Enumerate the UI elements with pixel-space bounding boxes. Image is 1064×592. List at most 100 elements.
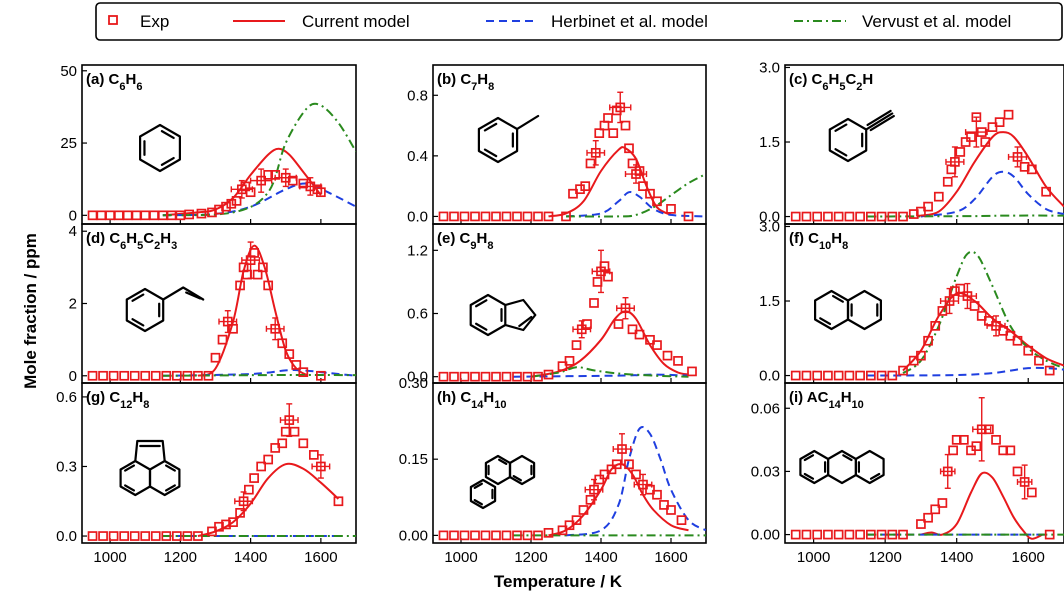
exp-point: [833, 211, 844, 222]
exp-point: [1005, 330, 1016, 341]
exp-errorbars: [584, 433, 653, 501]
x-tick-label: 1600: [1012, 549, 1045, 566]
exp-point: [316, 370, 326, 381]
y-tick-label: 0.0: [56, 528, 77, 545]
series-line-current: [197, 462, 340, 537]
exp-point: [129, 531, 140, 541]
exp-point: [950, 157, 960, 167]
exp-point: [256, 175, 267, 186]
exp-point: [1041, 186, 1051, 197]
legend-current-model: Current model: [233, 12, 410, 31]
double-bond: [131, 318, 145, 327]
benzene-ring: [139, 123, 181, 173]
exp-point: [801, 211, 812, 222]
double-bond: [803, 454, 815, 462]
exp-point: [652, 489, 662, 500]
y-tick-label: 4: [69, 223, 77, 240]
exp-point: [228, 323, 238, 334]
legend: Exp Current model Herbinet et al. model …: [95, 2, 1063, 41]
phenanthrene-ring-3: [508, 454, 536, 486]
exp-point: [930, 321, 941, 331]
exp-point: [533, 371, 543, 382]
exp-point: [960, 137, 971, 147]
exp-point: [898, 211, 908, 222]
exp-point: [923, 512, 933, 523]
exp-point: [1044, 365, 1055, 376]
exp-point: [876, 529, 887, 540]
exp-point: [533, 530, 543, 541]
exp-point: [876, 211, 887, 222]
exp-point: [950, 286, 960, 296]
double-bond: [160, 130, 175, 140]
exp-point: [801, 370, 812, 381]
double-bond: [834, 123, 848, 132]
double-bond: [473, 499, 483, 506]
legend-exp-label: Exp: [140, 12, 169, 31]
exp-point: [887, 370, 898, 381]
exp-point: [491, 211, 501, 222]
exp-point: [242, 269, 252, 280]
exp-point: [1012, 466, 1023, 477]
exp-point: [666, 505, 676, 515]
exp-point: [149, 210, 159, 221]
exp-point: [501, 530, 512, 541]
exp-point: [87, 210, 98, 221]
exp-point: [277, 338, 288, 349]
exp-point: [634, 329, 645, 340]
exp-point: [182, 531, 193, 541]
panel-label: (d) C6H5C2H3: [86, 230, 177, 252]
y-tick-label: 0: [69, 368, 77, 385]
exp-points: [87, 415, 344, 541]
panel-b: 0.0 0.4 0.8 (b) C7H8: [407, 64, 707, 225]
exp-point: [620, 303, 631, 314]
y-tick-label: 1.5: [759, 134, 780, 151]
exp-point: [617, 444, 627, 454]
exp-point: [291, 360, 302, 370]
double-bond: [834, 148, 848, 157]
exp-point: [270, 170, 281, 180]
exp-point: [942, 176, 953, 187]
exp-point: [916, 206, 926, 217]
exp-point: [244, 484, 254, 495]
exp-point: [161, 370, 172, 381]
y-tick-label: 25: [60, 135, 77, 152]
double-bond: [124, 464, 135, 472]
exp-point: [480, 371, 491, 382]
cyclopentene-ring: [504, 298, 537, 332]
series-line-current: [197, 244, 308, 377]
exp-point: [298, 438, 309, 449]
exp-point: [855, 529, 865, 540]
double-bond: [483, 122, 498, 132]
y-tick-label: 50: [60, 63, 77, 80]
x-tick-label: 1000: [444, 549, 477, 566]
exp-points: [87, 170, 326, 221]
y-tick-label: 0.0: [759, 368, 780, 385]
exp-point: [790, 211, 801, 222]
y-tick-label: 2: [69, 296, 77, 313]
panel-frame: [784, 382, 1064, 544]
series-line-herbinet: [162, 368, 356, 377]
double-bond: [831, 294, 844, 303]
exp-point: [916, 519, 926, 529]
double-bond: [475, 322, 488, 331]
exp-point: [543, 527, 554, 538]
exp-point: [916, 350, 926, 361]
exp-point: [333, 496, 344, 507]
double-bond: [160, 156, 175, 166]
exp-point: [298, 367, 309, 378]
legend-exp: Exp: [108, 12, 169, 31]
y-tick-label: 0.3: [56, 458, 77, 475]
exp-point: [226, 198, 237, 209]
exp-point: [87, 531, 98, 541]
exp-point: [855, 370, 865, 381]
y-tick-label: 0.0: [407, 208, 428, 225]
double-bond: [473, 482, 483, 489]
panel-label: (b) C7H8: [437, 71, 494, 93]
exp-point: [214, 521, 224, 532]
exp-point: [491, 530, 501, 541]
exp-point: [611, 459, 622, 470]
panels: 0 25 50 (a) C6H6 0.0 0.4 0.8 (b) C7H8 0.0 1.5 3.0 (…: [56, 59, 1064, 566]
exp-point: [1003, 109, 1014, 120]
series-group: [548, 146, 706, 218]
exp-point: [971, 441, 982, 452]
